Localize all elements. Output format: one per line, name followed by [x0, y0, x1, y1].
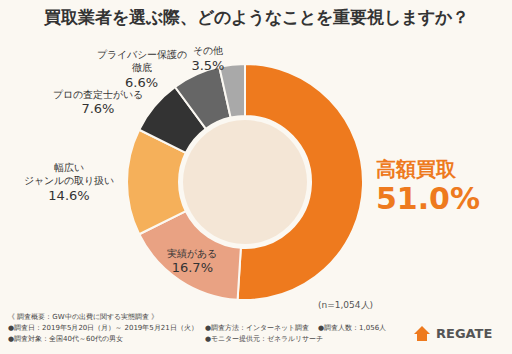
svg-text:●調査方法：インターネット調査: ●調査方法：インターネット調査	[205, 324, 309, 332]
svg-text:幅広い: 幅広い	[54, 162, 84, 173]
svg-text:買取業者を選ぶ際、どのようなことを重要視しますか？: 買取業者を選ぶ際、どのようなことを重要視しますか？	[43, 7, 469, 27]
svg-text:プロの査定士がいる: プロの査定士がいる	[53, 89, 143, 100]
svg-text:プライバシー保護の: プライバシー保護の	[97, 49, 187, 60]
svg-text:徹底: 徹底	[132, 62, 152, 73]
svg-text:《 調査概要：GW中の出費に関する実態調査 》: 《 調査概要：GW中の出費に関する実態調査 》	[8, 313, 158, 321]
svg-text:REGATE: REGATE	[436, 326, 492, 341]
svg-text:6.6%: 6.6%	[125, 75, 158, 90]
svg-text:●調査人数：1,056人: ●調査人数：1,056人	[318, 324, 386, 332]
svg-text:その他: その他	[193, 45, 223, 56]
svg-text:実績がある: 実績がある	[167, 248, 217, 259]
svg-text:7.6%: 7.6%	[81, 101, 114, 116]
svg-text:3.5%: 3.5%	[191, 58, 224, 73]
svg-text:14.6%: 14.6%	[48, 188, 89, 203]
svg-text:●モニター提供元：ゼネラルリサーチ: ●モニター提供元：ゼネラルリサーチ	[205, 335, 323, 343]
svg-text:ジャンルの取り扱い: ジャンルの取り扱い	[24, 175, 114, 186]
svg-text:●調査対象：全国40代～60代の男女: ●調査対象：全国40代～60代の男女	[8, 335, 123, 343]
svg-text:51.0%: 51.0%	[376, 181, 480, 216]
svg-text:(n=1,054人): (n=1,054人)	[318, 300, 373, 310]
svg-text:高額買取: 高額買取	[376, 157, 457, 181]
svg-text:●調査日：2019年5月20日（月）～ 2019年5月21日: ●調査日：2019年5月20日（月）～ 2019年5月21日（火）	[8, 324, 198, 332]
svg-text:16.7%: 16.7%	[172, 260, 213, 275]
